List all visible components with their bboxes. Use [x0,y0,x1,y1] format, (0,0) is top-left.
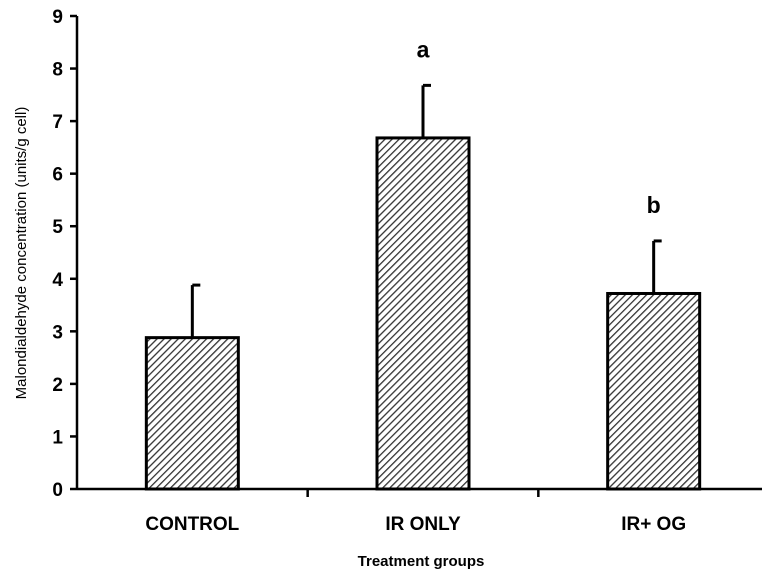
y-tick-label: 5 [52,217,63,238]
y-tick-label: 8 [52,60,63,81]
x-tick-label: IR ONLY [385,514,461,535]
y-tick-label: 9 [52,7,63,28]
y-tick-label: 7 [52,112,63,133]
x-tick-label: CONTROL [145,514,239,535]
y-tick-label: 0 [52,480,63,501]
bar [375,136,471,491]
bars [144,83,702,491]
x-axis-ticks: CONTROL IR ONLY IR+ OG [145,489,686,535]
y-tick-label: 6 [52,165,63,186]
bar [144,336,240,491]
significance-letter: b [647,192,661,218]
y-axis-title: Malondialdehyde concentration (units/g c… [13,107,30,400]
bar [606,291,702,491]
y-axis-ticks: 0 1 2 3 4 5 6 7 8 9 [52,7,77,501]
y-tick-label: 3 [52,322,63,343]
y-tick-label: 2 [52,375,63,396]
significance-letter: a [417,36,430,62]
x-tick-label: IR+ OG [621,514,686,535]
annotations: ab [417,36,661,218]
y-tick-label: 4 [52,270,63,291]
y-tick-label: 1 [52,427,63,448]
x-axis-title: Treatment groups [358,553,485,570]
